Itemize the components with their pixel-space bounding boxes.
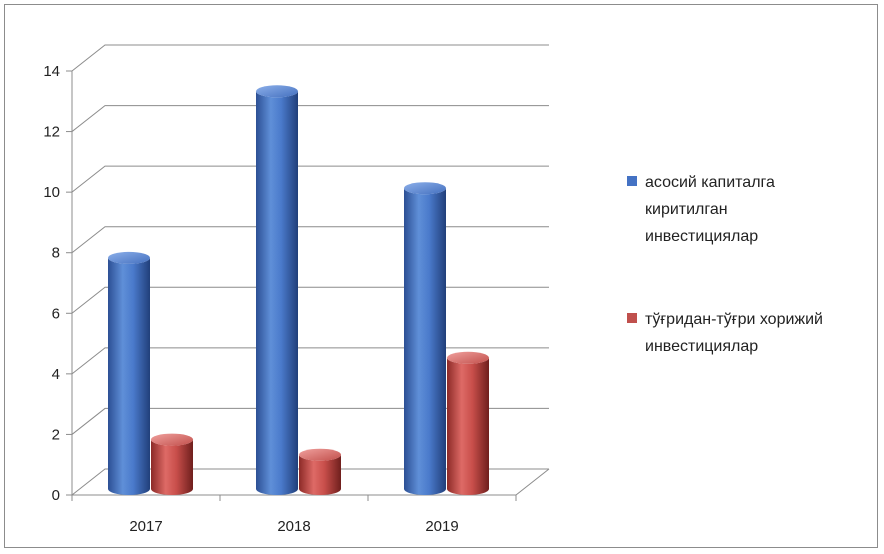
- bar-2019-series-2: [447, 357, 489, 495]
- y-tick-label-7: 14: [43, 63, 60, 80]
- gridline-3: [71, 286, 549, 314]
- x-tick-label-2019: 2019: [425, 518, 458, 535]
- y-tick-label-6: 12: [43, 124, 60, 141]
- y-tick-label-3: 6: [52, 305, 60, 322]
- gridline-1: [71, 407, 549, 435]
- bar-top-2019-series-2: [447, 351, 489, 364]
- legend-item-series-1: асосий капиталга киритилган инвестицияла…: [627, 169, 877, 250]
- chart-plot: 0 2 4 6 8 10 12 14 2017 2018 2019: [43, 44, 550, 535]
- y-tick-label-1: 2: [52, 426, 60, 443]
- chart-frame: 0 2 4 6 8 10 12 14 2017 2018 2019 асосий капиталга…: [4, 4, 878, 548]
- bar-2019-series-1: [404, 188, 446, 495]
- legend: асосий капиталга киритилган инвестицияла…: [627, 169, 877, 416]
- gridline-6: [71, 105, 549, 132]
- gridline-2: [71, 347, 549, 375]
- legend-label-series-2: тўғридан-тўғри хорижий инвестициялар: [645, 311, 823, 355]
- bar-2017-series-2: [151, 439, 193, 495]
- y-tick-label-5: 10: [43, 184, 60, 201]
- y-tick-label-0: 0: [52, 487, 60, 504]
- bar-top-2017-series-1: [108, 251, 150, 264]
- y-tick-label-2: 4: [52, 366, 60, 383]
- gridline-5: [71, 165, 549, 193]
- bar-2018-series-2: [299, 454, 341, 495]
- legend-swatch-series-2: [627, 313, 637, 323]
- x-tick-label-2017: 2017: [129, 518, 162, 535]
- gridline-4: [71, 226, 549, 254]
- x-tick-label-2018: 2018: [277, 518, 310, 535]
- bar-2018-series-1: [256, 91, 298, 496]
- legend-item-series-2: тўғридан-тўғри хорижий инвестициялар: [627, 306, 877, 360]
- y-tick-label-4: 8: [52, 245, 60, 262]
- bar-top-2018-series-2: [299, 448, 341, 461]
- bar-top-2017-series-2: [151, 433, 193, 446]
- legend-label-series-1: асосий капиталга киритилган инвестицияла…: [645, 174, 775, 245]
- gridline-0: [71, 468, 549, 496]
- bar-top-2019-series-1: [404, 182, 446, 195]
- gridline-7: [71, 44, 549, 72]
- bar-2017-series-1: [108, 257, 150, 495]
- bar-top-2018-series-1: [256, 85, 298, 98]
- legend-swatch-series-1: [627, 176, 637, 186]
